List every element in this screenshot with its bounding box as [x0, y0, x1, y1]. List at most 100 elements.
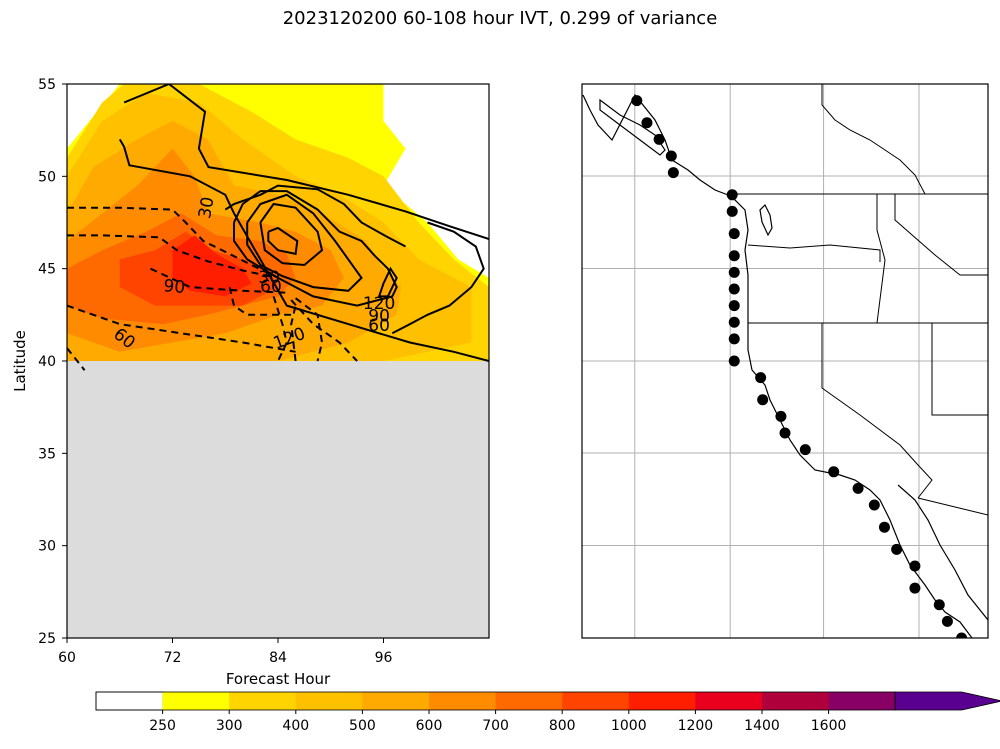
- contour-label: 30: [195, 195, 218, 220]
- dashed-contour-12: [67, 304, 296, 353]
- colorbar-tick-label: 1600: [811, 718, 847, 734]
- coastal-point: [728, 300, 740, 312]
- coastal-point: [941, 615, 953, 627]
- colorbar-tick-label: 800: [549, 718, 576, 734]
- colorbar-cell: [562, 692, 630, 710]
- colorbar-cell: [162, 692, 230, 710]
- solid-contour-3: [224, 184, 406, 248]
- ivt-filled-contours: [67, 84, 489, 362]
- colorbar-tick-label: 1200: [678, 718, 714, 734]
- colorbar-cell: [495, 692, 563, 710]
- coastal-point: [641, 117, 653, 129]
- az-ca-border: [917, 497, 988, 516]
- x-tick-label: 60: [58, 650, 76, 666]
- colorbar-cell: [95, 691, 164, 711]
- coastal-point: [852, 482, 864, 494]
- colorbar-tick-label: 250: [149, 718, 176, 734]
- y-tick-label: 35: [38, 446, 56, 462]
- solid-contour-2: [391, 221, 485, 335]
- nv-ca-border: [821, 323, 933, 499]
- x-tick-label: 96: [375, 650, 393, 666]
- vancouver-island: [599, 98, 666, 156]
- colorbar-cell: [295, 692, 363, 710]
- coastal-point: [757, 394, 769, 406]
- solid-contour-1: [118, 138, 489, 362]
- contour-lines: [67, 84, 489, 371]
- dashed-contour-15: [272, 296, 288, 362]
- solid-contour-4: [233, 190, 398, 307]
- baja-east-coast: [897, 484, 988, 621]
- coastal-point: [933, 599, 945, 611]
- colorbar-tick-label: 500: [349, 718, 376, 734]
- coastal-point: [728, 316, 740, 328]
- coastal-point: [775, 410, 787, 422]
- y-tick-label: 40: [38, 354, 56, 370]
- right-axes-frame: [581, 83, 989, 639]
- coastal-point: [909, 582, 921, 594]
- solid-contour-8: [377, 266, 398, 298]
- coastal-point: [728, 250, 740, 262]
- solid-contour-0: [123, 84, 489, 241]
- colorbar-cell: [695, 692, 763, 710]
- contour-label: 120: [363, 294, 395, 314]
- contour-label: 90: [163, 276, 186, 298]
- or-wa-border: [747, 244, 881, 262]
- contour-label: 90: [368, 307, 390, 327]
- x-axis-label: Forecast Hour: [226, 670, 331, 688]
- y-axis-label: Latitude: [11, 330, 29, 392]
- colorbar-tick-label: 1400: [744, 718, 780, 734]
- borders: [733, 84, 988, 516]
- colorbar-cells: [95, 691, 1000, 711]
- coastal-point: [728, 333, 740, 345]
- solid-contour-6: [259, 202, 324, 267]
- dashed-contour-9: [67, 206, 279, 279]
- x-axis-ticks: 60 72 84 96: [58, 638, 392, 666]
- x-tick-label: 84: [269, 650, 287, 666]
- coastal-point: [631, 95, 643, 107]
- solid-contour-5: [246, 193, 363, 292]
- coastal-point: [891, 543, 903, 555]
- colorbar-tick-label: 1000: [611, 718, 647, 734]
- colorbar-extend-arrow: [894, 691, 1000, 711]
- coastal-point: [726, 189, 738, 201]
- contour-label: 60: [368, 316, 390, 336]
- colorbar-tick-label: 400: [282, 718, 309, 734]
- dashed-contour-16: [290, 299, 358, 362]
- colorbar-tick-label: 600: [416, 718, 443, 734]
- solid-contour-7: [267, 226, 299, 256]
- contour-label: 30: [258, 268, 280, 288]
- x-tick-label: 72: [164, 650, 182, 666]
- ut-border: [931, 323, 988, 416]
- coastal-point: [755, 372, 767, 384]
- colorbar-cell: [229, 692, 297, 710]
- coastal-point: [956, 632, 968, 638]
- y-tick-label: 50: [38, 169, 56, 185]
- id-border: [876, 194, 886, 324]
- coastal-point: [909, 560, 921, 572]
- mt-border: [894, 194, 988, 276]
- coastal-point: [726, 205, 738, 217]
- coastal-point: [868, 499, 880, 511]
- colorbar-cell: [429, 692, 497, 710]
- coastal-point: [728, 228, 740, 240]
- dashed-contour-18: [290, 305, 297, 362]
- puget-sound: [759, 203, 773, 237]
- colorbar-cell: [628, 692, 696, 710]
- y-axis-ticks: 25 30 35 40 45 50 55: [38, 77, 67, 647]
- coastal-point: [728, 266, 740, 278]
- coastal-point: [653, 133, 665, 145]
- y-tick-label: 45: [38, 262, 56, 278]
- coastal-point: [779, 427, 791, 439]
- y-tick-label: 55: [38, 77, 56, 93]
- colorbar-cell: [828, 692, 896, 710]
- colorbar-ticks: 250 300 400 500 600 700 800 1000 1200 1400 1600: [149, 710, 846, 734]
- colorbar-cell: [762, 692, 830, 710]
- canada-provinces: [821, 84, 926, 195]
- figure-title: 2023120200 60-108 hour IVT, 0.299 of var…: [282, 8, 718, 29]
- coastal-point: [728, 355, 740, 367]
- coastal-point: [665, 150, 677, 162]
- coastal-point: [799, 444, 811, 456]
